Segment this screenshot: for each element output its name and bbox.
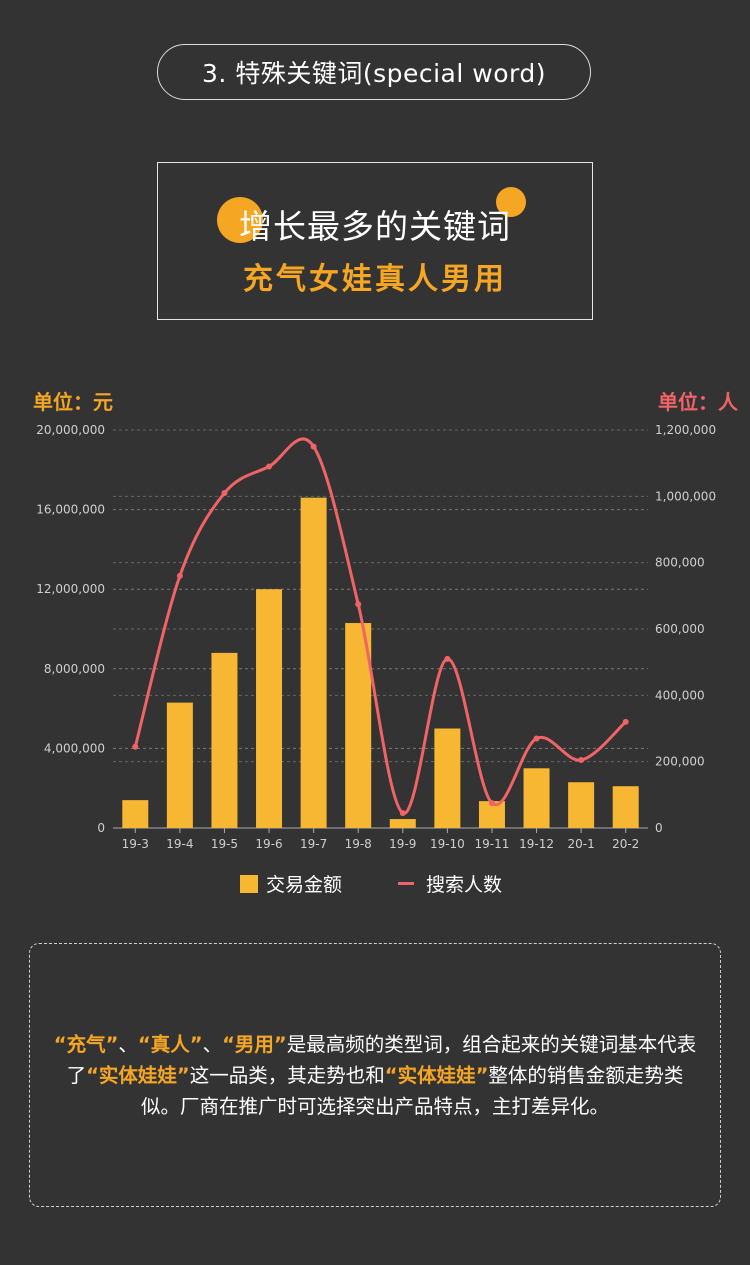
chart-legend: 交易金额 搜索人数 (0, 870, 750, 900)
legend-item-line: 搜索人数 (398, 870, 502, 897)
left-axis-tick-label: 8,000,000 (44, 662, 105, 676)
legend-item-bar: 交易金额 (240, 870, 342, 897)
right-axis-tick-label: 1,000,000 (655, 489, 716, 503)
legend-label-line: 搜索人数 (426, 874, 503, 896)
note-text: “充气”、“真人”、“男用”是最高频的类型词，组合起来的关键词基本代表了“实体娃… (50, 1029, 700, 1122)
x-axis-tick-label: 19-7 (300, 837, 327, 851)
headline-line1: 增长最多的关键词 (239, 207, 511, 246)
note-highlight: “真人” (137, 1032, 203, 1056)
bar (166, 702, 193, 828)
line-point (132, 743, 139, 750)
bar-swatch-icon (240, 874, 258, 893)
line-point (399, 810, 406, 817)
note-text-segment: 、 (118, 1032, 138, 1056)
x-axis-tick-label: 20-2 (612, 837, 639, 851)
line-point (533, 735, 540, 742)
bar (256, 589, 283, 828)
note-highlight: “实体娃娃” (86, 1063, 190, 1087)
left-axis-tick-label: 20,000,000 (36, 423, 105, 437)
left-axis-tick-label: 4,000,000 (44, 741, 105, 755)
left-axis-tick-label: 12,000,000 (36, 582, 105, 596)
legend-label-bar: 交易金额 (266, 874, 343, 896)
section-title: 3. 特殊关键词(special word) (202, 59, 546, 88)
x-axis-tick-label: 19-10 (430, 837, 465, 851)
note-text-segment: 、 (202, 1032, 223, 1056)
line-point (310, 443, 317, 450)
bar (389, 819, 416, 828)
section-title-pill: 3. 特殊关键词(special word) (157, 44, 591, 100)
note-text-segment: 整体的销售金额走势类似。厂商在推广时可选择突出产品特点，主打差异化。 (140, 1063, 684, 1118)
line-point (578, 757, 585, 764)
left-axis-unit: 单位：元 (33, 390, 113, 414)
decor-dot-right (496, 187, 526, 217)
right-axis-tick-label: 1,200,000 (655, 423, 716, 437)
x-axis-tick-label: 19-12 (519, 837, 554, 851)
x-axis-tick-label: 19-9 (389, 837, 416, 851)
bar (211, 652, 238, 828)
left-axis-tick-label: 16,000,000 (36, 503, 105, 517)
note-box: “充气”、“真人”、“男用”是最高频的类型词，组合起来的关键词基本代表了“实体娃… (29, 943, 721, 1207)
right-axis-tick-label: 800,000 (655, 556, 705, 570)
line-point (355, 601, 362, 608)
line-swatch-icon (398, 882, 414, 885)
note-highlight: “充气” (53, 1032, 119, 1056)
bar (612, 786, 639, 828)
right-axis-tick-label: 400,000 (655, 688, 705, 702)
headline-line2: 充气女娃真人男用 (243, 262, 507, 297)
line-point (444, 655, 451, 662)
x-axis-tick-label: 19-11 (475, 837, 510, 851)
right-axis-tick-label: 0 (655, 821, 663, 835)
note-highlight: “男用” (222, 1032, 287, 1056)
right-axis-tick-label: 200,000 (655, 755, 705, 769)
x-axis-tick-label: 19-5 (211, 837, 238, 851)
line-point (488, 800, 495, 807)
x-axis-tick-label: 19-4 (166, 837, 193, 851)
bar (568, 782, 595, 828)
headline-box (157, 162, 593, 320)
line-point (622, 718, 629, 725)
bar (523, 768, 550, 828)
combo-chart: 0 4,000,000 8,000,000 12,000,000 16,000,000 2… (36, 423, 716, 851)
right-axis-tick-label: 600,000 (655, 622, 705, 636)
bar (300, 497, 327, 828)
decor-dot-left (217, 197, 263, 243)
x-axis-tick-label: 19-3 (122, 837, 149, 851)
note-text-segment: 这一品类，其走势也和 (189, 1063, 385, 1087)
bar (122, 800, 149, 828)
left-axis-tick-label: 0 (97, 821, 105, 835)
line-point (221, 490, 228, 497)
line-point (266, 463, 273, 470)
line-point (176, 572, 183, 579)
bar (345, 623, 372, 828)
note-highlight: “实体娃娃” (384, 1063, 489, 1087)
note-text-segment: 是最高频的类型词，组合起来的关键词基本代表了 (66, 1032, 697, 1087)
bar (434, 728, 461, 828)
search-count-line (133, 437, 627, 815)
x-axis-tick-label: 19-8 (345, 837, 372, 851)
x-axis-tick-label: 20-1 (568, 837, 595, 851)
x-axis-tick-label: 19-6 (255, 837, 282, 851)
right-axis-unit: 单位：人 (658, 390, 738, 414)
